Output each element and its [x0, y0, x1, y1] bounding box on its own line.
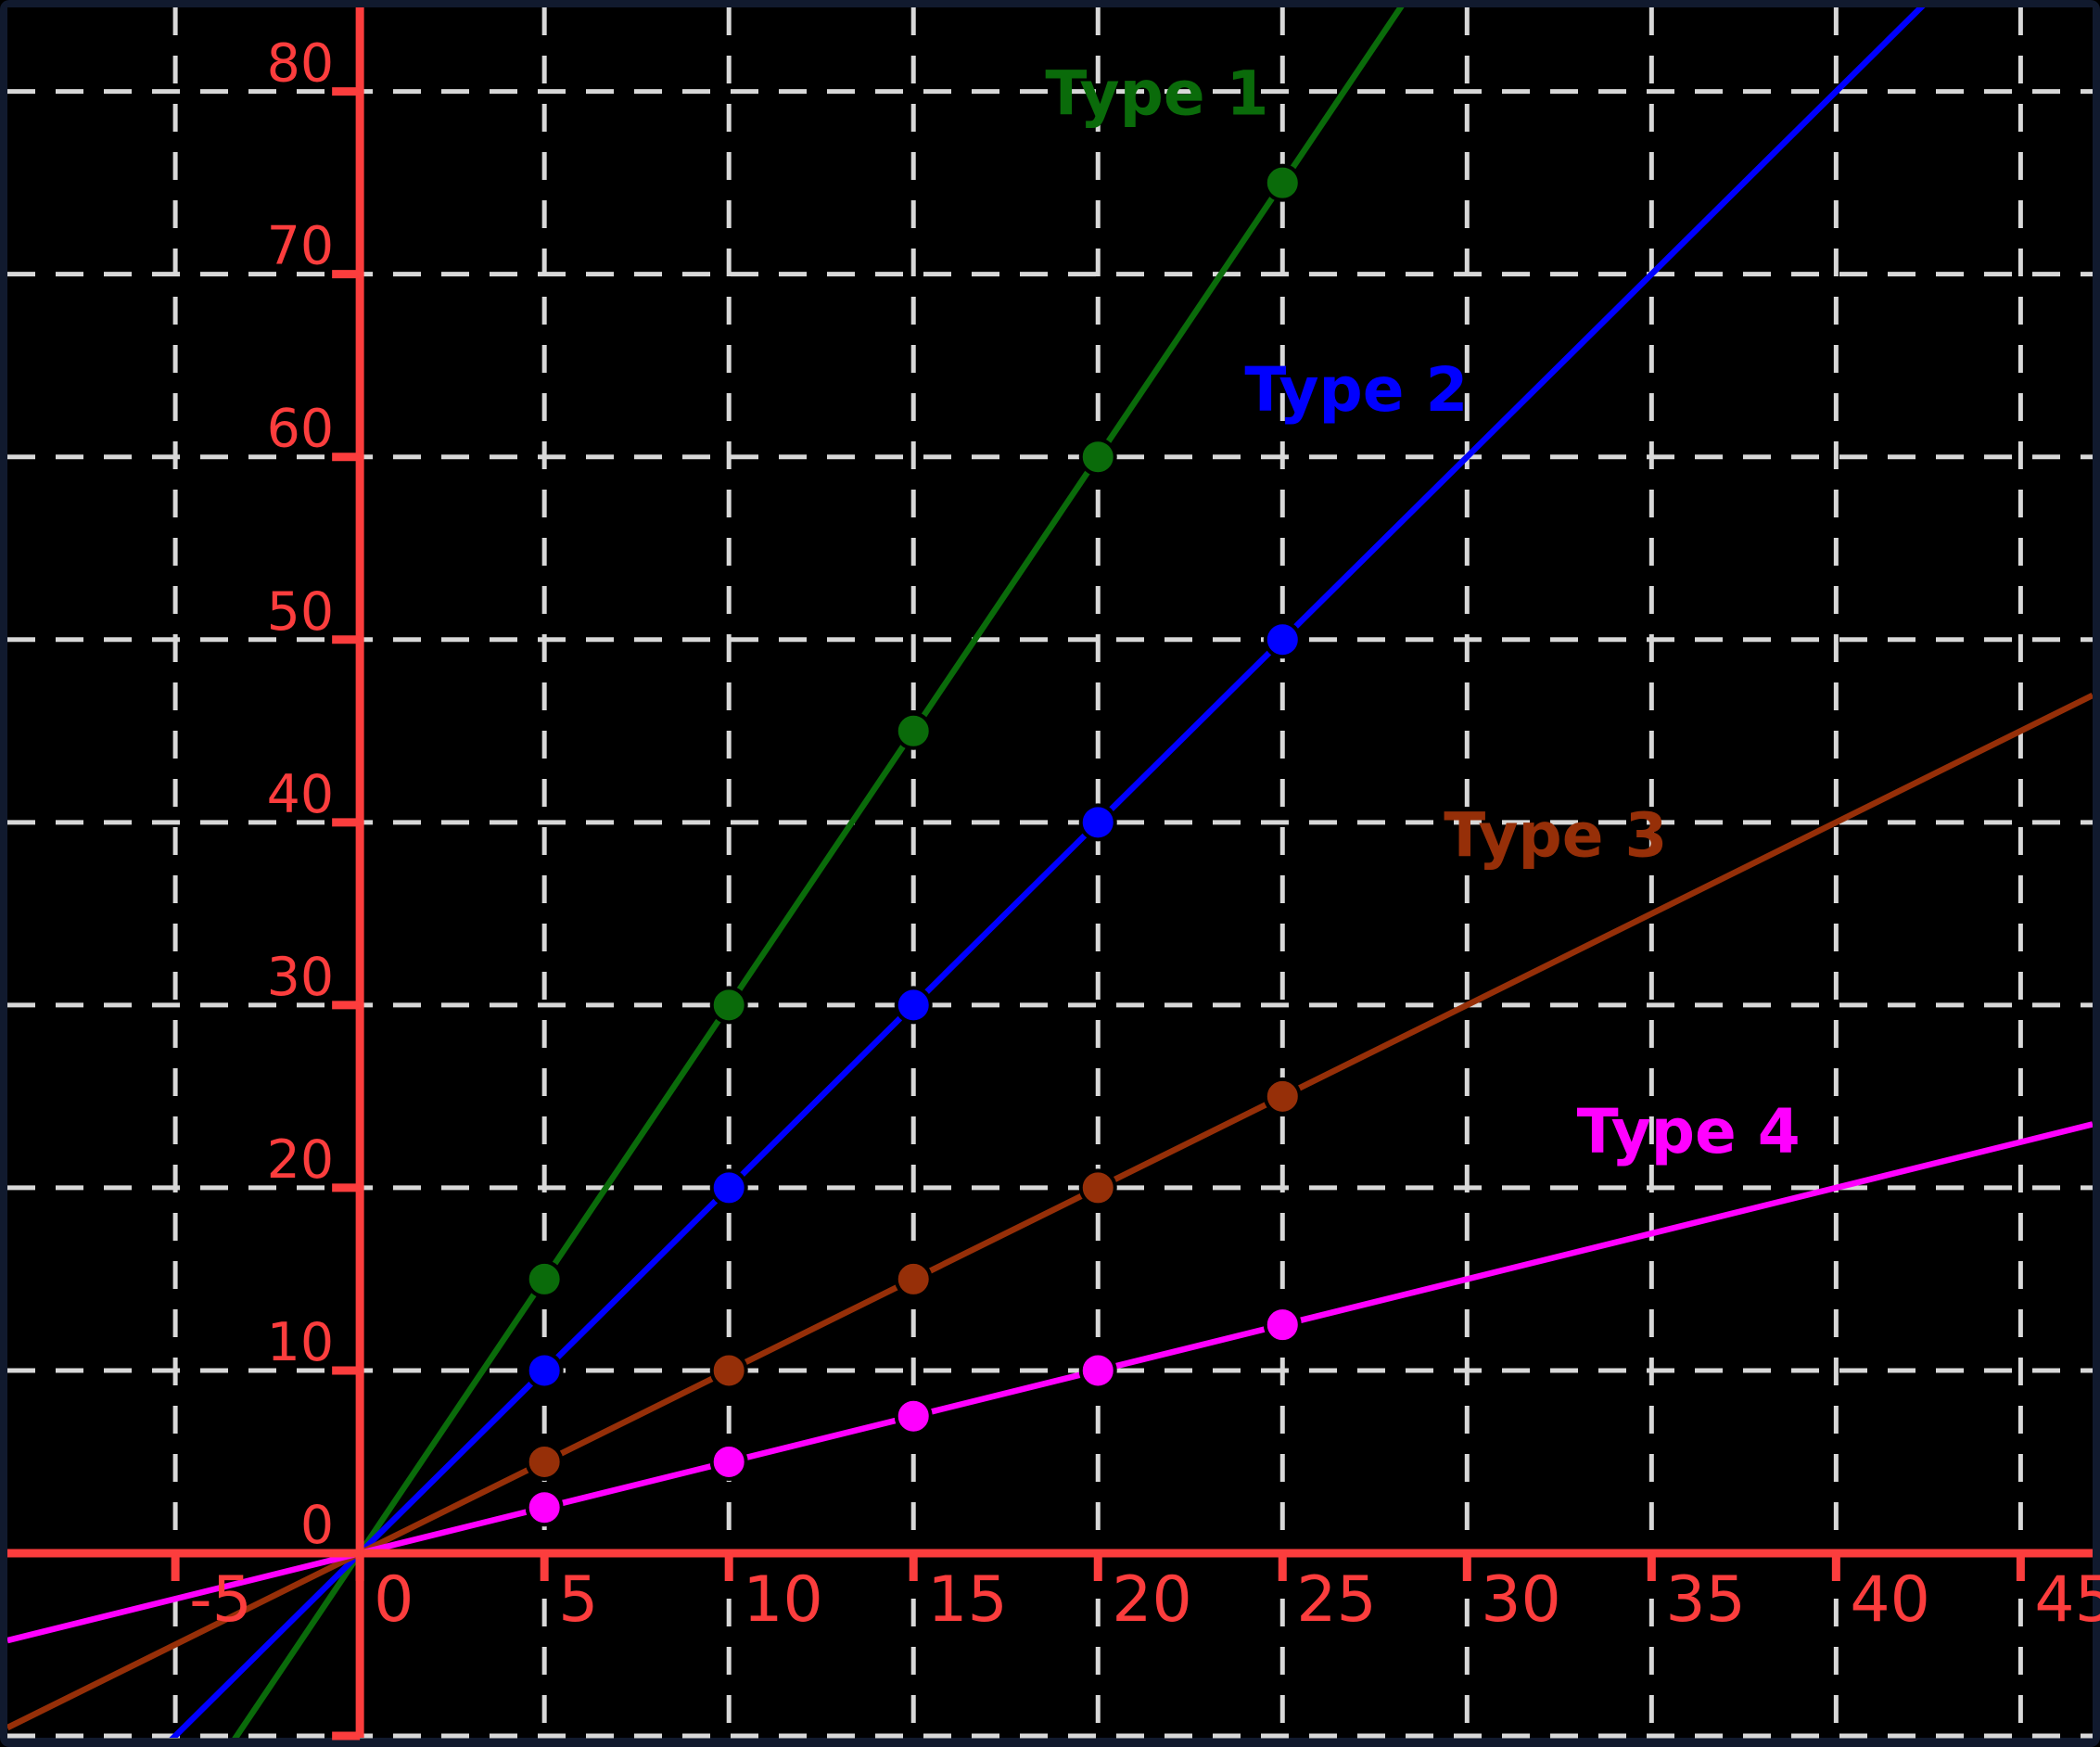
y-tick-label-70: 70 — [267, 216, 335, 277]
x-tick-label--5: -5 — [189, 1563, 252, 1637]
data-point-type-4-5 — [525, 1488, 564, 1527]
data-point-type-1-10 — [709, 986, 748, 1025]
series-label-type-2: Type 2 — [1244, 354, 1468, 426]
data-point-type-2-15 — [894, 986, 933, 1025]
series-label-type-1: Type 1 — [1045, 58, 1268, 130]
data-point-type-2-20 — [1078, 803, 1117, 842]
data-point-type-3-10 — [709, 1351, 748, 1390]
data-point-type-3-5 — [525, 1442, 564, 1481]
data-point-type-2-10 — [709, 1168, 748, 1207]
data-point-type-1-25 — [1263, 163, 1302, 202]
data-point-type-2-5 — [525, 1351, 564, 1390]
x-tick-label-35: 35 — [1665, 1563, 1746, 1637]
x-tick-label-20: 20 — [1112, 1563, 1192, 1637]
axes — [7, 7, 2093, 1741]
y-tick-label-30: 30 — [267, 947, 335, 1008]
data-point-type-1-20 — [1078, 438, 1117, 477]
data-point-type-1-15 — [894, 711, 933, 750]
data-points — [525, 163, 1302, 1527]
series-labels: Type 1 Type 2 Type 3 Type 4 — [1045, 58, 1800, 1167]
x-tick-label-0: 0 — [374, 1563, 414, 1637]
y-tick-label-50: 50 — [267, 581, 335, 643]
x-tick-label-15: 15 — [927, 1563, 1008, 1637]
x-tick-label-40: 40 — [1850, 1563, 1930, 1637]
y-tick-label-60: 60 — [267, 399, 335, 460]
x-tick-label-45: 45 — [2034, 1563, 2100, 1637]
data-point-type-3-15 — [894, 1259, 933, 1298]
y-tick-label-80: 80 — [267, 33, 335, 95]
data-point-type-2-25 — [1263, 620, 1302, 659]
data-point-type-4-10 — [709, 1442, 748, 1481]
series-label-type-4: Type 4 — [1577, 1096, 1801, 1167]
data-point-type-4-25 — [1263, 1306, 1302, 1345]
tick-labels: -5 0 5 10 15 20 25 30 35 40 45 0 10 20 30 40 50 60 70 80 — [189, 33, 2100, 1637]
x-tick-label-25: 25 — [1296, 1563, 1377, 1637]
x-tick-label-10: 10 — [743, 1563, 823, 1637]
data-point-type-4-15 — [894, 1396, 933, 1435]
data-point-type-4-20 — [1078, 1351, 1117, 1390]
series-label-type-3: Type 3 — [1444, 800, 1667, 872]
data-point-type-3-25 — [1263, 1077, 1302, 1116]
x-tick-label-5: 5 — [558, 1563, 598, 1637]
y-tick-label-40: 40 — [267, 764, 335, 825]
x-tick-label-30: 30 — [1481, 1563, 1561, 1637]
y-tick-label-0: 0 — [300, 1495, 334, 1556]
y-tick-label-20: 20 — [267, 1129, 335, 1191]
data-point-type-1-5 — [525, 1259, 564, 1298]
data-point-type-3-20 — [1078, 1168, 1117, 1207]
y-tick-label-10: 10 — [267, 1312, 335, 1373]
